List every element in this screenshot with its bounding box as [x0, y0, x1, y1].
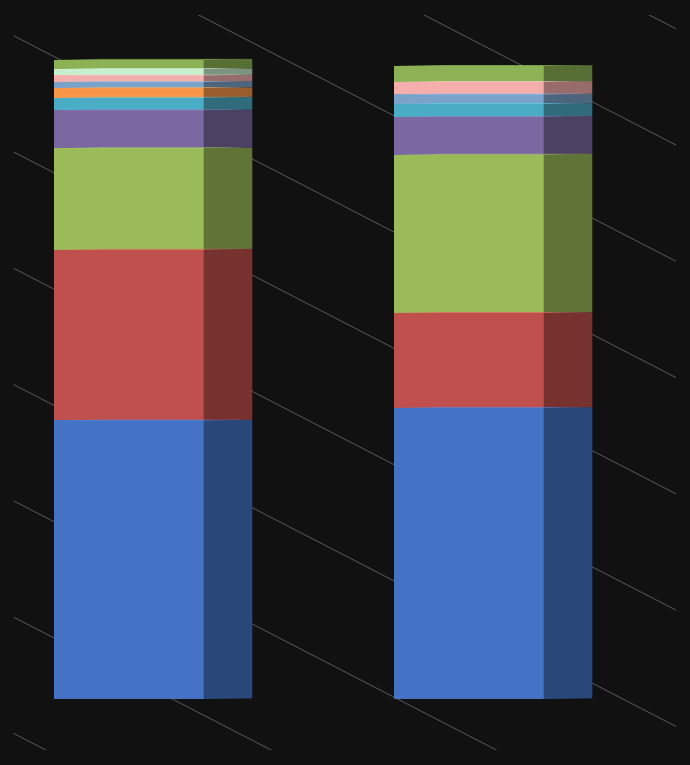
Polygon shape: [544, 65, 592, 82]
Polygon shape: [204, 148, 253, 249]
Polygon shape: [204, 75, 253, 82]
Polygon shape: [54, 98, 204, 110]
Polygon shape: [544, 116, 592, 155]
Polygon shape: [544, 407, 592, 699]
Polygon shape: [544, 103, 592, 116]
Polygon shape: [393, 104, 544, 116]
Polygon shape: [204, 249, 253, 421]
Polygon shape: [393, 94, 544, 104]
Polygon shape: [393, 66, 544, 82]
Polygon shape: [544, 94, 592, 104]
Polygon shape: [393, 82, 544, 94]
Polygon shape: [544, 154, 592, 313]
Polygon shape: [204, 81, 253, 88]
Polygon shape: [54, 60, 204, 69]
Polygon shape: [54, 110, 204, 148]
Polygon shape: [54, 76, 204, 82]
Polygon shape: [204, 59, 253, 69]
Polygon shape: [204, 420, 253, 699]
Polygon shape: [204, 68, 253, 76]
Polygon shape: [393, 155, 544, 313]
Polygon shape: [393, 408, 544, 699]
Polygon shape: [393, 313, 544, 408]
Polygon shape: [54, 82, 204, 88]
Polygon shape: [54, 249, 204, 421]
Polygon shape: [54, 148, 204, 249]
Polygon shape: [544, 312, 592, 408]
Polygon shape: [204, 97, 253, 110]
Polygon shape: [544, 81, 592, 94]
Polygon shape: [204, 87, 253, 98]
Polygon shape: [54, 69, 204, 76]
Polygon shape: [204, 109, 253, 148]
Polygon shape: [393, 116, 544, 155]
Polygon shape: [54, 421, 204, 699]
Polygon shape: [54, 88, 204, 98]
